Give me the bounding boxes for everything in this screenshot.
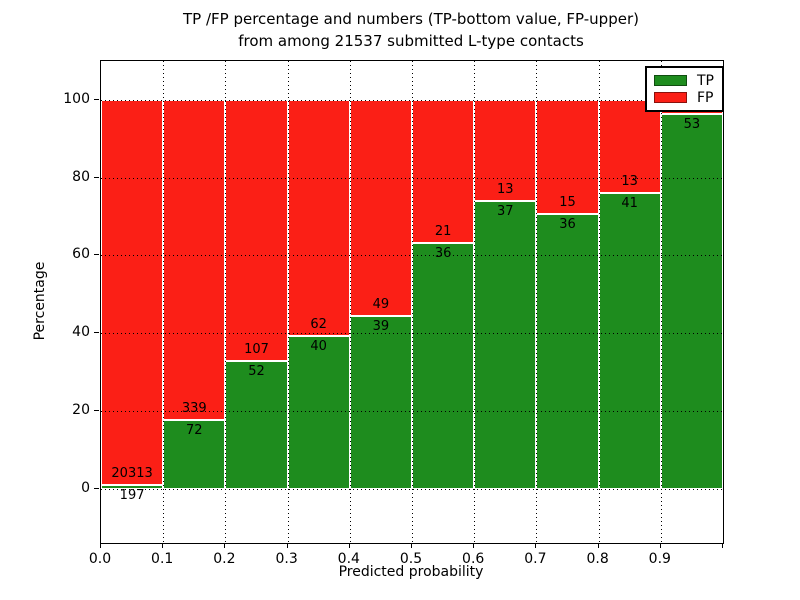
x-tick-label: 0.4 bbox=[337, 551, 360, 567]
tp-count-label: 36 bbox=[559, 217, 576, 233]
vertical-gridline bbox=[412, 61, 413, 543]
fp-swatch-icon bbox=[654, 92, 687, 103]
x-tick-mark bbox=[597, 543, 599, 548]
fp-count-label: 21 bbox=[434, 224, 452, 240]
tp-bar-segment bbox=[598, 193, 661, 489]
y-tick-mark bbox=[94, 409, 99, 411]
horizontal-gridline bbox=[101, 177, 723, 179]
x-tick-mark bbox=[348, 543, 350, 548]
x-tick-mark bbox=[286, 543, 288, 548]
fp-count-label: 49 bbox=[372, 297, 390, 313]
legend-row-tp: TP bbox=[654, 72, 714, 89]
x-tick-label: 0.0 bbox=[88, 551, 112, 567]
vertical-gridline bbox=[660, 61, 662, 543]
tp-bar-segment bbox=[225, 361, 288, 489]
plot-area: 20313 197 339 72 107 52 62 40 49 39 21 36 13 37 15 36 13… bbox=[100, 60, 724, 544]
x-tick-mark bbox=[411, 543, 412, 548]
fp-count-label: 62 bbox=[310, 317, 327, 333]
chart-title-line1: TP /FP percentage and numbers (TP-bottom… bbox=[183, 10, 639, 28]
fp-bar-segment bbox=[163, 99, 226, 421]
tp-swatch-icon bbox=[654, 75, 687, 86]
x-tick-label: 0.6 bbox=[462, 551, 485, 567]
y-tick-label: 20 bbox=[72, 401, 90, 418]
tp-count-label: 197 bbox=[119, 487, 145, 503]
tp-count-label: 37 bbox=[497, 203, 514, 219]
x-tick-label: 0.7 bbox=[524, 551, 547, 567]
vertical-gridline bbox=[598, 61, 600, 543]
fp-bar-segment bbox=[474, 99, 537, 201]
vertical-gridline bbox=[474, 61, 476, 543]
horizontal-gridline bbox=[101, 410, 723, 412]
tp-bar-segment bbox=[412, 243, 475, 489]
fp-count-label: 13 bbox=[497, 181, 514, 197]
x-tick-label: 0.9 bbox=[648, 551, 671, 567]
legend-label-tp: TP bbox=[697, 72, 714, 89]
x-tick-mark bbox=[224, 543, 226, 548]
fp-bar-segment bbox=[349, 99, 412, 317]
x-tick-label: 0.3 bbox=[275, 551, 298, 567]
tp-bar-segment bbox=[349, 316, 412, 489]
fp-bar-segment bbox=[536, 99, 599, 215]
vertical-gridline bbox=[287, 61, 289, 543]
x-tick-mark bbox=[535, 543, 537, 548]
y-tick-label: 0 bbox=[81, 479, 90, 496]
tp-count-label: 53 bbox=[683, 117, 701, 132]
y-tick-mark bbox=[94, 487, 99, 489]
y-axis-label: Percentage bbox=[32, 261, 48, 341]
fp-bar-segment bbox=[225, 99, 288, 362]
fp-count-label: 339 bbox=[181, 401, 207, 417]
y-tick-mark bbox=[94, 176, 99, 178]
x-tick-mark bbox=[100, 543, 101, 548]
horizontal-gridline bbox=[101, 333, 723, 335]
tp-bar-segment bbox=[287, 336, 350, 489]
legend-row-fp: FP bbox=[654, 89, 714, 106]
chart-title-line2: from among 21537 submitted L-type contac… bbox=[238, 32, 584, 50]
vertical-gridline bbox=[225, 61, 227, 543]
tp-count-label: 40 bbox=[310, 339, 327, 355]
x-tick-mark bbox=[659, 543, 661, 548]
fp-count-label: 107 bbox=[244, 342, 269, 358]
y-tick-mark bbox=[94, 98, 99, 100]
chart-title: TP /FP percentage and numbers (TP-bottom… bbox=[100, 8, 722, 52]
x-tick-label: 0.1 bbox=[151, 551, 174, 567]
tp-bar-segment bbox=[474, 200, 537, 489]
y-tick-label: 60 bbox=[72, 246, 90, 263]
tp-count-label: 39 bbox=[372, 319, 390, 335]
tp-count-label: 36 bbox=[434, 246, 452, 262]
x-tick-label: 0.5 bbox=[399, 551, 423, 567]
fp-bar-segment bbox=[412, 99, 475, 244]
fp-bar-segment bbox=[101, 99, 164, 485]
horizontal-gridline bbox=[101, 99, 723, 101]
x-axis-label: Predicted probability bbox=[338, 564, 484, 580]
fp-bar-segment bbox=[287, 99, 350, 337]
tp-count-label: 41 bbox=[621, 196, 638, 212]
tp-count-label: 52 bbox=[248, 364, 265, 380]
x-tick-mark bbox=[473, 543, 475, 548]
legend: TP FP bbox=[645, 66, 724, 112]
y-tick-label: 100 bbox=[63, 90, 90, 107]
horizontal-gridline bbox=[101, 255, 723, 257]
x-tick-label: 0.8 bbox=[586, 551, 609, 567]
tp-bar-segment bbox=[660, 114, 723, 489]
x-tick-label: 0.2 bbox=[213, 551, 236, 567]
y-tick-label: 40 bbox=[72, 324, 90, 341]
tp-bar-segment bbox=[536, 214, 599, 489]
fp-count-label: 15 bbox=[559, 195, 576, 211]
fp-count-label: 20313 bbox=[111, 465, 153, 481]
horizontal-gridline bbox=[101, 488, 723, 490]
vertical-gridline bbox=[536, 61, 538, 543]
y-tick-mark bbox=[94, 332, 99, 334]
y-tick-label: 80 bbox=[72, 168, 90, 185]
y-tick-mark bbox=[94, 254, 99, 256]
tp-count-label: 72 bbox=[186, 423, 203, 439]
tp-bar-segment bbox=[101, 484, 164, 489]
vertical-gridline bbox=[349, 61, 351, 543]
legend-label-fp: FP bbox=[697, 89, 714, 106]
x-tick-mark bbox=[722, 543, 723, 548]
x-tick-mark bbox=[162, 543, 164, 548]
vertical-gridline bbox=[163, 61, 165, 543]
fp-count-label: 13 bbox=[621, 174, 638, 190]
